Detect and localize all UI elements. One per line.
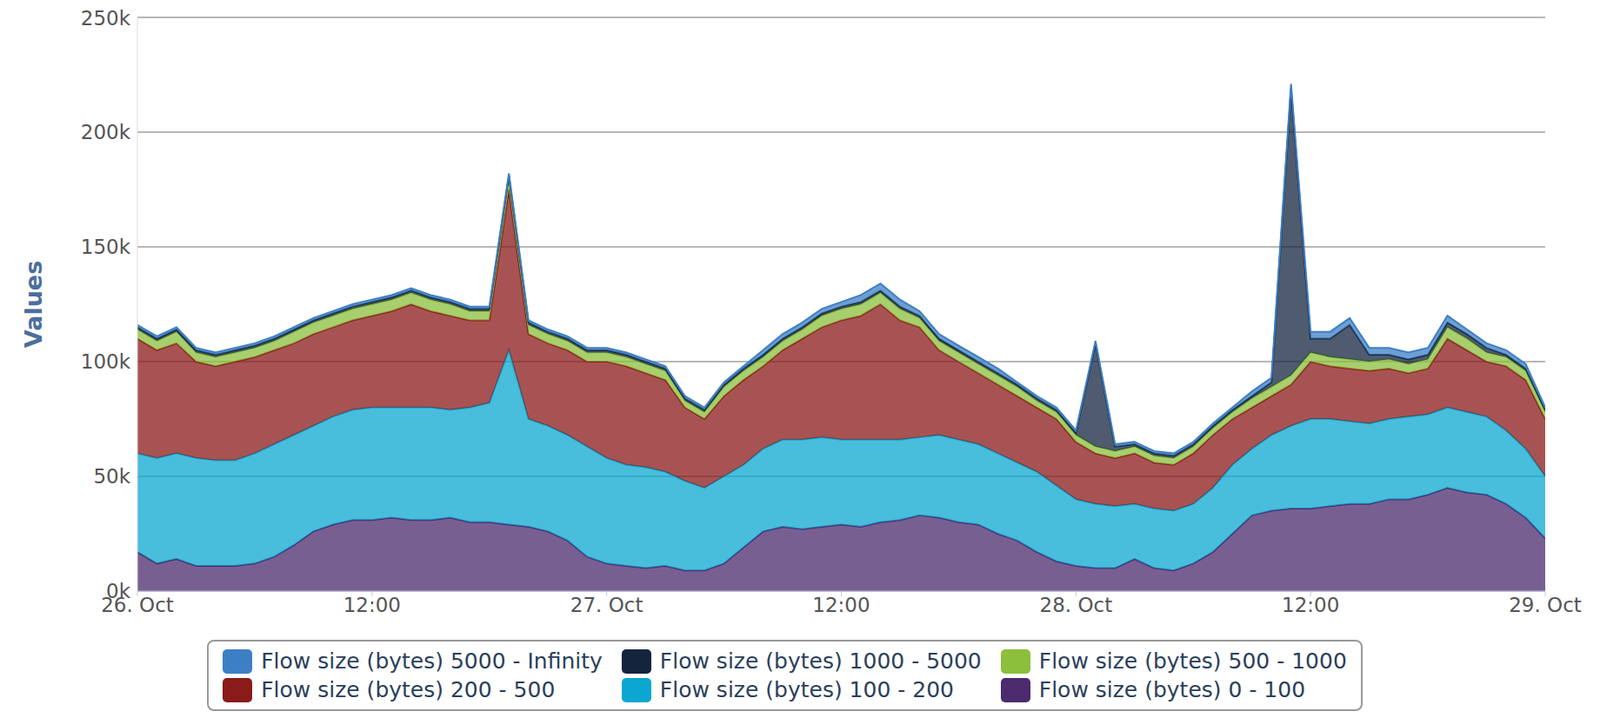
html-text:Flow size (bytes) 0 - 100: Flow size (bytes) 0 - 100 <box>1038 677 1306 703</box>
svg-text:Values: Values <box>20 260 47 349</box>
svg-text:0k: 0k <box>106 580 132 603</box>
svg-text:12:00: 12:00 <box>343 593 401 617</box>
svg-text:12:00: 12:00 <box>1281 593 1340 617</box>
svg-text:50k: 50k <box>93 465 131 488</box>
svg-text:100k: 100k <box>80 350 132 374</box>
html-text:Flow size (bytes) 100 - 200: Flow size (bytes) 100 - 200 <box>659 677 954 703</box>
svg-text:250k: 250k <box>80 6 132 30</box>
svg-text:150k: 150k <box>80 235 132 259</box>
svg-text:12:00: 12:00 <box>812 593 870 617</box>
html-text:Flow size (bytes) 500 - 1000: Flow size (bytes) 500 - 1000 <box>1038 648 1347 674</box>
html-text:Flow size (bytes) 5000 - Infin: Flow size (bytes) 5000 - Infinity <box>261 648 603 674</box>
html-text:Flow size (bytes) 1000 - 5000: Flow size (bytes) 1000 - 5000 <box>659 648 982 674</box>
svg-text:27. Oct: 27. Oct <box>570 593 644 617</box>
svg-text:28. Oct: 28. Oct <box>1040 593 1114 617</box>
svg-text:200k: 200k <box>80 120 132 144</box>
html-text:Flow size (bytes) 200 - 500: Flow size (bytes) 200 - 500 <box>261 677 556 703</box>
svg-text:29. Oct: 29. Oct <box>1508 593 1582 617</box>
svg-text:26. Oct: 26. Oct <box>101 594 174 617</box>
